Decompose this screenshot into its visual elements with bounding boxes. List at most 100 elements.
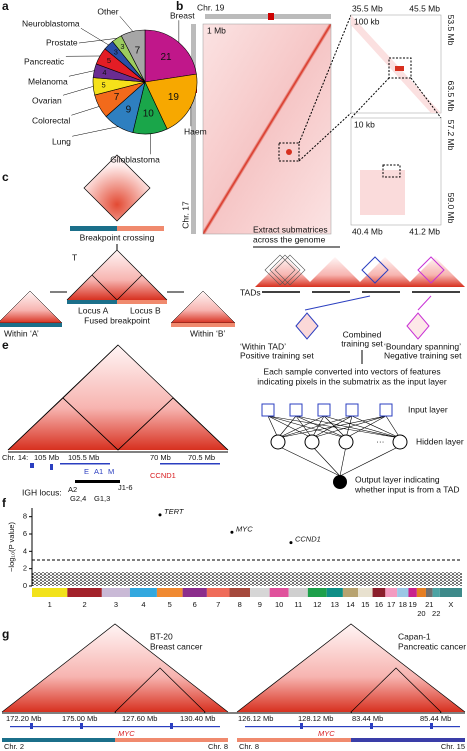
- label: Chr. 8: [239, 742, 259, 751]
- triangle: [355, 257, 415, 287]
- edge: [311, 415, 387, 439]
- label: 105 Mb: [34, 453, 59, 462]
- edge: [323, 415, 347, 439]
- hidden-node: [392, 434, 408, 450]
- panel-e: Chr. 14: 105 Mb 105.5 Mb 70 Mb 70.5 Mb C…: [2, 344, 229, 503]
- label: 105.5 Mb: [68, 453, 99, 462]
- leader-line: [62, 86, 94, 96]
- label: 83.44 Mb: [352, 714, 383, 723]
- leader-line: [68, 70, 95, 77]
- zoom-box: [382, 164, 401, 178]
- leader-line: [78, 38, 117, 44]
- label: Negative training set: [384, 350, 462, 360]
- point: [289, 541, 293, 545]
- edge: [277, 415, 325, 439]
- label: 85.44 Mb: [420, 714, 451, 723]
- chromosome-band: [432, 588, 440, 597]
- x-tick-label: 6: [193, 600, 197, 609]
- hidden-node: [338, 434, 354, 450]
- edge: [351, 415, 401, 439]
- slice-value: 5: [107, 56, 111, 65]
- label: Locus B: [130, 305, 161, 315]
- chromosome-band: [269, 588, 289, 597]
- y-tick-label: 6: [23, 529, 27, 538]
- x-tick-label: 21: [425, 600, 433, 609]
- leader-line: [119, 16, 134, 32]
- slice-label: Lung: [52, 136, 71, 146]
- point-label: TERT: [164, 507, 185, 516]
- submatrix: [295, 312, 319, 340]
- mask: [0, 713, 467, 751]
- leader-line: [71, 106, 100, 116]
- x-tick-label: 4: [141, 600, 145, 609]
- triangle: [67, 250, 167, 300]
- chromosome-band: [156, 588, 183, 597]
- label: 127.60 Mb: [122, 714, 157, 723]
- label: Chr. 19: [197, 2, 225, 12]
- chromosome-band: [67, 588, 102, 597]
- y-tick-label: 0: [23, 581, 27, 590]
- chromosome-band: [326, 588, 343, 597]
- label: Hidden layer: [416, 436, 464, 446]
- label: Chr. 17: [180, 201, 190, 229]
- label: 59.0 Mb: [446, 193, 456, 224]
- slice-value: 10: [143, 109, 155, 120]
- chromosome-band: [397, 588, 409, 597]
- label: T: [72, 252, 77, 262]
- label: Capan-1: [398, 631, 431, 641]
- slice-value: 3: [114, 47, 118, 56]
- slice-label: Breast: [170, 10, 195, 20]
- hotspot: [395, 66, 404, 71]
- label: Locus A: [78, 305, 109, 315]
- label: 40.4 Mb: [352, 226, 383, 236]
- leader-line: [80, 28, 109, 46]
- label: G1,3: [94, 494, 110, 503]
- slice-label: Ovarian: [32, 95, 62, 105]
- chromosome-band: [206, 588, 230, 597]
- chromosome-band: [129, 588, 157, 597]
- label: Chr. 8: [208, 742, 228, 751]
- panel-g: BT-20 Breast cancer Capan-1 Pancreatic c…: [0, 623, 467, 751]
- label: 172.20 Mb: [6, 714, 41, 723]
- point-cloud: [32, 572, 462, 586]
- slice-label: Other: [97, 6, 118, 16]
- tad-outline: [1, 623, 229, 713]
- chromosome-band: [385, 588, 398, 597]
- label: Chr. 14:: [2, 453, 28, 462]
- zoom-line: [350, 77, 390, 119]
- edge: [339, 445, 401, 477]
- x-tick-label: 1: [48, 600, 52, 609]
- label: whether input is from a TAD: [354, 484, 460, 494]
- input-node: [317, 403, 331, 417]
- label: Positive training set: [240, 350, 314, 360]
- chromosome-band: [182, 588, 207, 597]
- label: M: [108, 467, 114, 476]
- genes: [10, 723, 460, 729]
- panel-c: Breakpoint crossing T Within ‘A’ Locus A…: [0, 154, 236, 338]
- hidden-node: [304, 434, 320, 450]
- label: Combined: [343, 329, 382, 339]
- slice-label: Colorectal: [32, 115, 70, 125]
- edge: [311, 445, 341, 477]
- panel-label: f: [2, 496, 7, 510]
- x-tick-label: 13: [331, 600, 339, 609]
- x-tick-label: 22: [432, 609, 440, 618]
- point-label: MYC: [236, 524, 253, 533]
- panel-label: g: [2, 627, 9, 641]
- chromosome-band: [250, 588, 270, 597]
- x-tick-label: 18: [399, 600, 407, 609]
- edge: [267, 415, 313, 439]
- edge: [267, 415, 401, 439]
- centromere: [268, 13, 274, 20]
- label: TADs: [240, 287, 261, 297]
- slice-value: 21: [160, 52, 172, 63]
- slice-value: 4: [102, 68, 106, 77]
- submatrix: [361, 256, 389, 284]
- x-tick-label: 10: [275, 600, 283, 609]
- gene-label: CCND1: [150, 471, 176, 480]
- panel-b: Chr. 19 Chr. 17 1 Mb 35.5 Mb 45.5 Mb 100…: [180, 2, 456, 236]
- y-tick-label: 2: [23, 564, 27, 573]
- label: BT-20: [150, 631, 173, 641]
- label: Within ‘A’: [4, 328, 39, 338]
- label: ···: [376, 436, 385, 446]
